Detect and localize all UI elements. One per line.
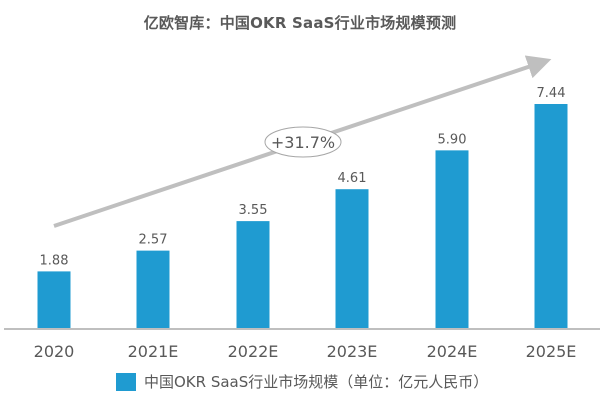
x-tick-label: 2021E bbox=[128, 342, 179, 361]
legend: 中国OKR SaaS行业市场规模（单位：亿元人民币） bbox=[116, 371, 488, 392]
x-tick-label: 2024E bbox=[427, 342, 478, 361]
value-label: 7.44 bbox=[537, 86, 566, 101]
bar-2025E bbox=[534, 104, 568, 328]
bar-2024E bbox=[435, 150, 469, 328]
value-label: 1.88 bbox=[40, 253, 69, 268]
legend-swatch bbox=[116, 372, 136, 391]
bar-2021E bbox=[136, 250, 170, 328]
x-tick-label: 2020 bbox=[34, 342, 75, 361]
legend-label: 中国OKR SaaS行业市场规模（单位：亿元人民币） bbox=[144, 373, 489, 391]
value-label: 4.61 bbox=[338, 171, 367, 186]
cagr-label: +31.7% bbox=[271, 133, 335, 152]
x-tick-label: 2025E bbox=[526, 342, 577, 361]
cagr-badge: +31.7% bbox=[264, 126, 342, 158]
value-label: 2.57 bbox=[139, 233, 168, 248]
x-tick-label: 2023E bbox=[327, 342, 378, 361]
bar-2022E bbox=[236, 221, 270, 328]
chart-title: 亿欧智库：中国OKR SaaS行业市场规模预测 bbox=[143, 14, 457, 32]
bar-2023E bbox=[335, 189, 369, 328]
value-label: 5.90 bbox=[438, 132, 467, 147]
value-label: 3.55 bbox=[239, 203, 268, 218]
bar-2020 bbox=[37, 271, 71, 328]
x-tick-label: 2022E bbox=[228, 342, 279, 361]
